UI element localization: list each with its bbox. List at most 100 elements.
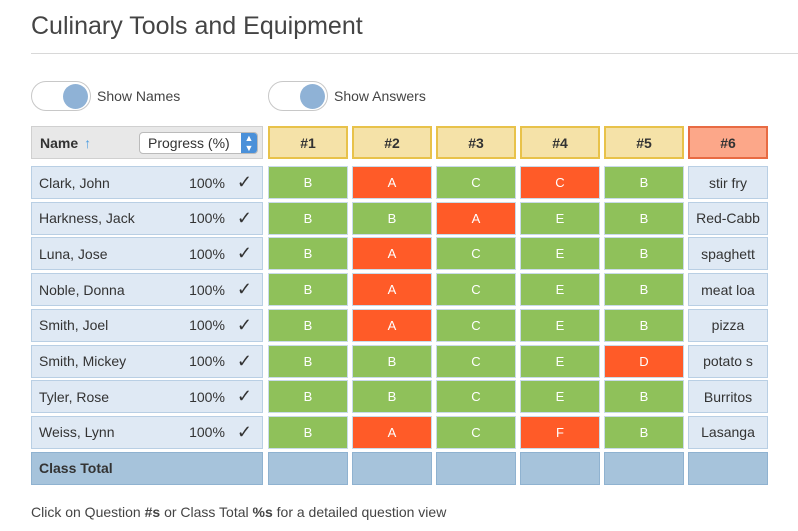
answer-cell-5[interactable]: B	[604, 166, 684, 199]
page-title: Culinary Tools and Equipment	[31, 12, 363, 40]
answer-cell-6[interactable]: spaghett	[688, 237, 768, 271]
show-answers-toggle[interactable]	[268, 81, 328, 111]
answer-cell-5[interactable]: B	[604, 380, 684, 414]
progress: 100% ✓	[189, 243, 252, 264]
progress: 100% ✓	[189, 279, 252, 300]
student-name: Smith, Mickey	[39, 353, 127, 369]
footer-bold-2: %s	[252, 504, 273, 520]
student-name-cell[interactable]: Weiss, Lynn 100% ✓	[31, 415, 263, 449]
class-total-cell-5[interactable]	[604, 451, 684, 485]
progress: 100% ✓	[189, 315, 252, 336]
progress: 100% ✓	[189, 172, 252, 193]
sort-up-icon[interactable]: ↑	[84, 134, 92, 151]
answer-cell-5[interactable]: B	[604, 273, 684, 307]
answer-cell-4[interactable]: E	[520, 237, 600, 271]
progress-select[interactable]: Progress (%) ▲ ▼	[139, 132, 258, 154]
student-name-cell[interactable]: Harkness, Jack 100% ✓	[31, 201, 263, 235]
progress-value: 100%	[189, 210, 225, 227]
student-name-cell[interactable]: Smith, Mickey 100% ✓	[31, 344, 263, 378]
answer-cell-2[interactable]: B	[352, 344, 432, 378]
answer-cell-6[interactable]: meat loa	[688, 273, 768, 307]
answer-cell-3[interactable]: C	[436, 237, 516, 271]
answer-cell-5[interactable]: B	[604, 415, 684, 449]
answer-cell-3[interactable]: A	[436, 201, 516, 235]
show-answers-toggle-group: Show Answers	[268, 80, 426, 112]
question-header-3[interactable]: #3	[436, 126, 516, 159]
answer-cell-4[interactable]: E	[520, 380, 600, 414]
answer-cell-6[interactable]: Lasanga	[688, 415, 768, 449]
select-chevron-icon: ▲ ▼	[241, 133, 257, 153]
answer-cell-5[interactable]: B	[604, 201, 684, 235]
toggle-knob	[300, 84, 325, 109]
answer-cell-1[interactable]: B	[268, 380, 348, 414]
answer-cell-6[interactable]: Burritos	[688, 380, 768, 414]
class-total-cell-2[interactable]	[352, 451, 432, 485]
student-name-cell[interactable]: Smith, Joel 100% ✓	[31, 308, 263, 342]
student-name-cell[interactable]: Noble, Donna 100% ✓	[31, 273, 263, 307]
class-total-label[interactable]: Class Total	[31, 451, 263, 485]
class-total-cell-1[interactable]	[268, 451, 348, 485]
answer-cell-2[interactable]: A	[352, 237, 432, 271]
answer-cell-4[interactable]: E	[520, 201, 600, 235]
answer-cell-3[interactable]: C	[436, 166, 516, 199]
answer-cell-4[interactable]: E	[520, 273, 600, 307]
show-names-toggle[interactable]	[31, 81, 91, 111]
answer-cell-3[interactable]: C	[436, 273, 516, 307]
answer-cell-5[interactable]: B	[604, 237, 684, 271]
answer-cell-4[interactable]: E	[520, 308, 600, 342]
class-total-cell-3[interactable]	[436, 451, 516, 485]
question-header-2[interactable]: #2	[352, 126, 432, 159]
answer-cell-6[interactable]: potato s	[688, 344, 768, 378]
student-name: Noble, Donna	[39, 281, 125, 298]
answer-cell-4[interactable]: C	[520, 166, 600, 199]
answer-cell-2[interactable]: A	[352, 166, 432, 199]
question-header-1[interactable]: #1	[268, 126, 348, 159]
answer-cell-2[interactable]: A	[352, 308, 432, 342]
answer-cell-2[interactable]: B	[352, 380, 432, 414]
answer-cell-5[interactable]: D	[604, 344, 684, 378]
progress-value: 100%	[189, 281, 225, 298]
answer-cell-4[interactable]: F	[520, 415, 600, 449]
answer-cell-1[interactable]: B	[268, 308, 348, 342]
progress-value: 100%	[189, 174, 225, 191]
name-header[interactable]: Name ↑ Progress (%) ▲ ▼	[31, 126, 263, 159]
checkmark-icon: ✓	[236, 350, 252, 371]
question-header-5[interactable]: #5	[604, 126, 684, 159]
answer-cell-2[interactable]: A	[352, 273, 432, 307]
question-header-6[interactable]: #6	[688, 126, 768, 159]
answer-cell-3[interactable]: C	[436, 344, 516, 378]
answer-cell-6[interactable]: stir fry	[688, 166, 768, 199]
answer-cell-1[interactable]: B	[268, 166, 348, 199]
answer-cell-3[interactable]: C	[436, 308, 516, 342]
class-total-cell-4[interactable]	[520, 451, 600, 485]
answer-cell-1[interactable]: B	[268, 237, 348, 271]
answer-cell-1[interactable]: B	[268, 201, 348, 235]
progress-value: 100%	[189, 245, 225, 262]
student-name-cell[interactable]: Tyler, Rose 100% ✓	[31, 380, 263, 414]
answer-cell-5[interactable]: B	[604, 308, 684, 342]
show-names-label: Show Names	[97, 88, 181, 104]
answer-cell-3[interactable]: C	[436, 380, 516, 414]
show-names-toggle-group: Show Names	[31, 80, 180, 112]
answer-cell-4[interactable]: E	[520, 344, 600, 378]
answer-cell-1[interactable]: B	[268, 273, 348, 307]
class-total-cell-6[interactable]	[688, 451, 768, 485]
answer-cell-2[interactable]: B	[352, 201, 432, 235]
student-name: Smith, Joel	[39, 317, 109, 334]
footer-text-3: for a detailed question view	[272, 504, 447, 520]
student-name-cell[interactable]: Clark, John 100% ✓	[31, 166, 263, 199]
answer-cell-3[interactable]: C	[436, 415, 516, 449]
checkmark-icon: ✓	[236, 421, 252, 442]
question-header-4[interactable]: #4	[520, 126, 600, 159]
answer-cell-6[interactable]: pizza	[688, 308, 768, 342]
answer-cell-1[interactable]: B	[268, 415, 348, 449]
answer-cell-2[interactable]: A	[352, 415, 432, 449]
student-name-cell[interactable]: Luna, Jose 100% ✓	[31, 237, 263, 271]
show-answers-label: Show Answers	[334, 88, 426, 104]
footer-bold-1: #s	[144, 504, 161, 520]
progress-value: 100%	[189, 388, 225, 405]
answer-cell-6[interactable]: Red-Cabb	[688, 201, 768, 235]
answer-cell-1[interactable]: B	[268, 344, 348, 378]
student-name: Clark, John	[39, 174, 110, 191]
footer-hint: Click on Question #s or Class Total %s f…	[31, 504, 446, 520]
